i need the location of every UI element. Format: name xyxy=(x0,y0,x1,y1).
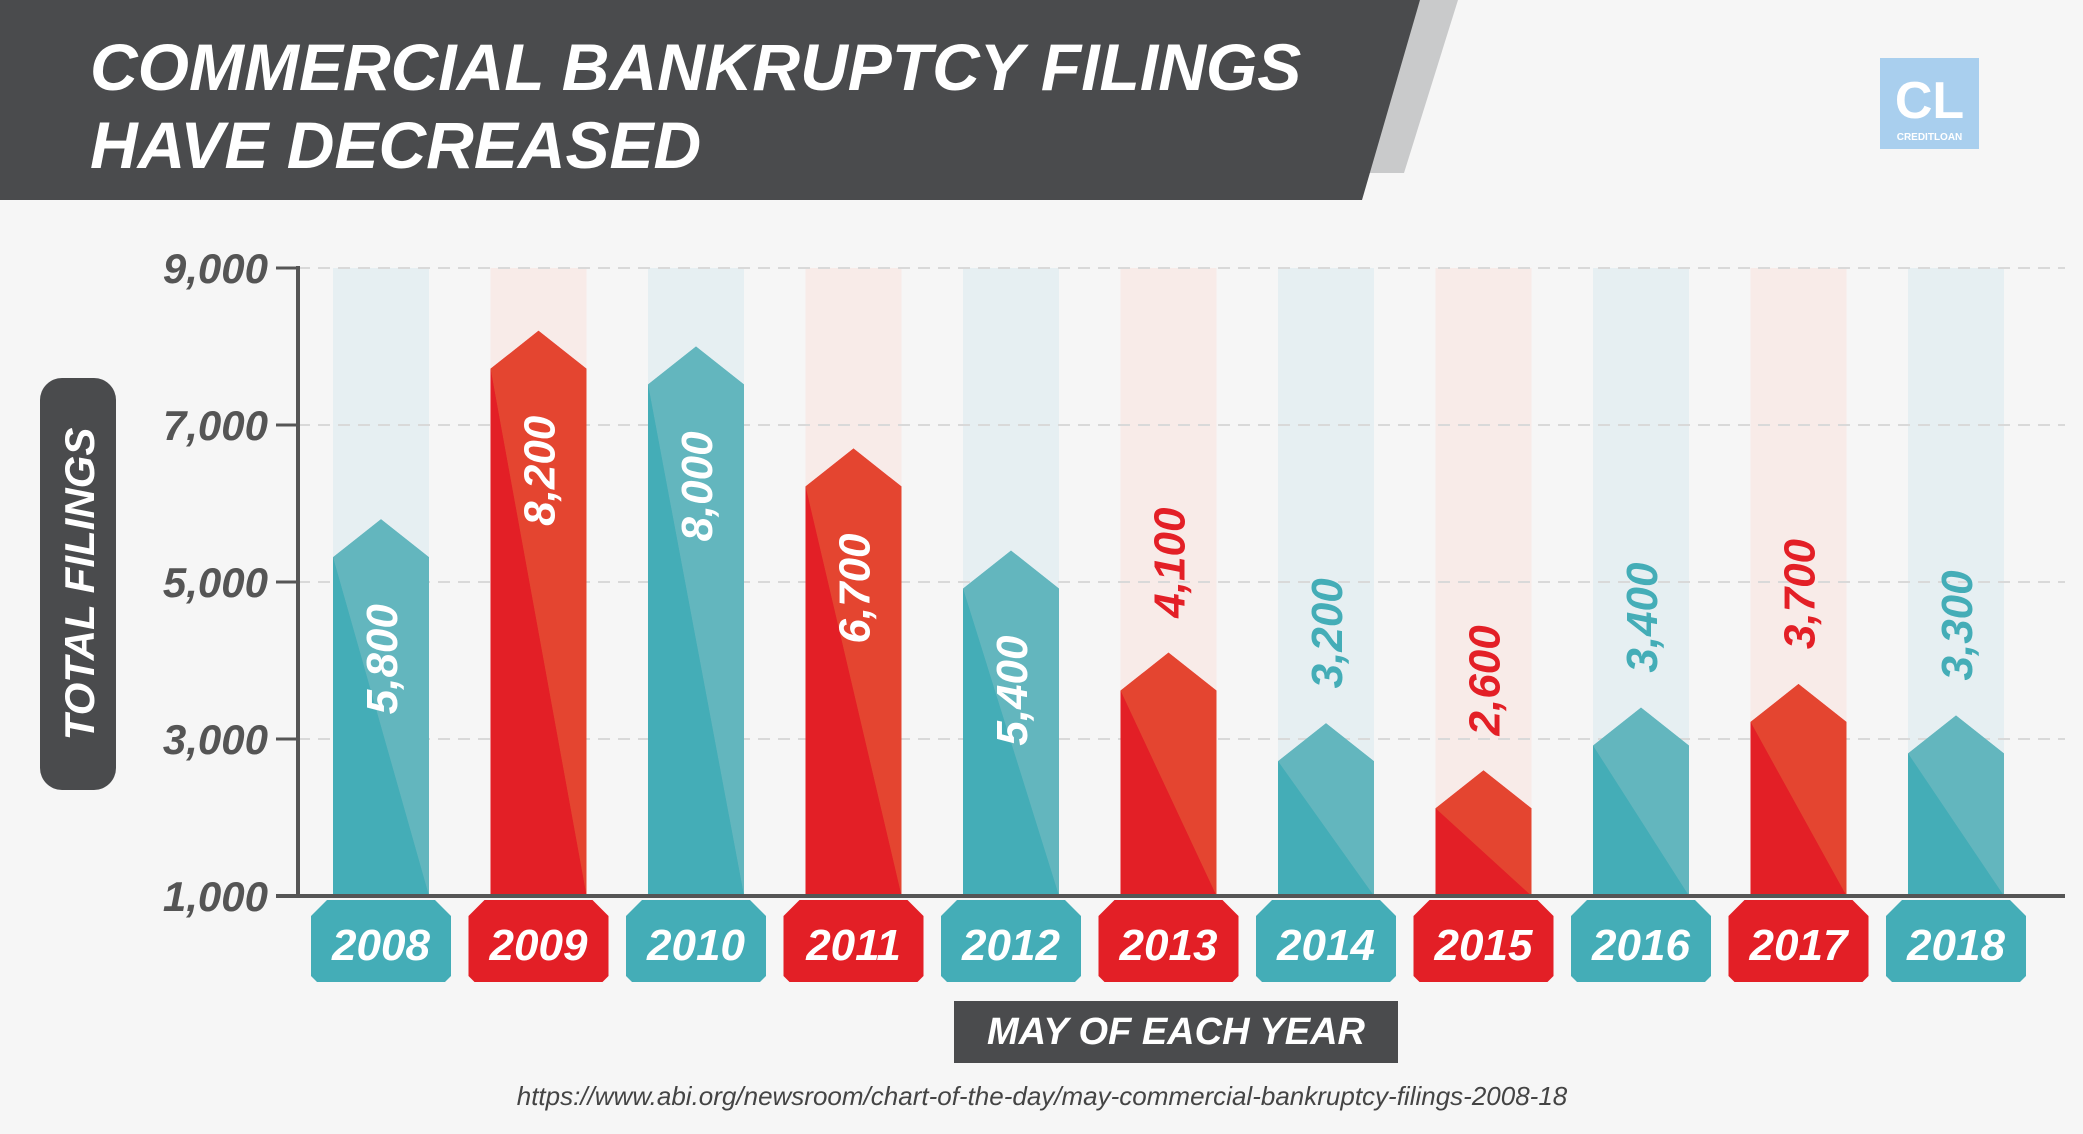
x-tick-label-2018: 2018 xyxy=(1906,921,2005,970)
bar-shade-2012 xyxy=(963,588,1059,896)
bar-highlight-2017 xyxy=(1750,684,1847,896)
x-tag-2018 xyxy=(1886,900,2026,982)
axes xyxy=(276,266,2065,898)
bar-shade-2013 xyxy=(1120,690,1217,896)
bar-shade-2014 xyxy=(1278,761,1374,896)
bars: 5,800 8,200 8,000 6,700 5,400 4,100 3,200 2,600… xyxy=(333,330,2004,896)
y-tick-label: 9,000 xyxy=(163,245,268,292)
bar-shade-2015 xyxy=(1435,808,1532,896)
bar-shade-2018 xyxy=(1908,753,2004,896)
x-tick-label-2010: 2010 xyxy=(646,921,745,970)
x-tick-label-2009: 2009 xyxy=(489,921,588,970)
y-tick-label: 7,000 xyxy=(163,402,268,449)
bar-value-label-2012: 5,400 xyxy=(988,635,1037,746)
bar-highlight-2018 xyxy=(1908,715,2004,896)
x-tag-2010 xyxy=(626,900,766,982)
bar-shade-2010 xyxy=(648,384,744,896)
x-axis-label-box xyxy=(954,1001,1398,1063)
x-tag-2012 xyxy=(941,900,1081,982)
bar-highlight-2011 xyxy=(805,448,902,896)
bar-highlight-2014 xyxy=(1278,723,1374,896)
bar-shade-2009 xyxy=(490,368,587,896)
y-tick-label: 1,000 xyxy=(163,873,268,920)
x-tag-2011 xyxy=(783,900,924,982)
bar-highlight-2008 xyxy=(333,519,429,896)
x-tick-label-2016: 2016 xyxy=(1591,921,1690,970)
header-accent xyxy=(1366,0,1458,173)
bar-shade-2008 xyxy=(333,557,429,896)
bar-value-label-2017: 3,700 xyxy=(1776,538,1825,649)
bar-shade-2016 xyxy=(1593,745,1689,896)
bar-value-label-2015: 2,600 xyxy=(1461,625,1510,737)
bar-value-label-2013: 4,100 xyxy=(1146,507,1195,619)
bar-value-label-2008: 5,800 xyxy=(358,604,407,715)
x-tick-label-2014: 2014 xyxy=(1276,921,1375,970)
x-axis-label: MAY OF EACH YEAR xyxy=(987,1011,1365,1053)
bar-shade-2011 xyxy=(805,486,902,896)
logo-box xyxy=(1880,58,1979,149)
logo-brand: CREDITLOAN xyxy=(1897,132,1963,143)
x-tag-2015 xyxy=(1413,900,1554,982)
x-tick-label-2011: 2011 xyxy=(805,921,901,970)
bar-highlight-2009 xyxy=(490,330,587,896)
bar-value-label-2018: 3,300 xyxy=(1933,570,1982,681)
x-tick-label-2008: 2008 xyxy=(331,921,430,970)
bar-shade-2017 xyxy=(1750,722,1847,896)
header-title-line2: HAVE DECREASED xyxy=(90,108,701,182)
bar-highlight-2015 xyxy=(1435,770,1532,896)
bar-highlight-2012 xyxy=(963,550,1059,896)
bar-value-label-2009: 8,200 xyxy=(516,415,565,526)
x-tag-2008 xyxy=(311,900,451,982)
x-tick-label-2015: 2015 xyxy=(1434,921,1533,970)
bar-value-label-2010: 8,000 xyxy=(673,431,722,542)
x-tag-2014 xyxy=(1256,900,1396,982)
logo-letters: CL xyxy=(1895,72,1964,130)
x-tick-label-2013: 2013 xyxy=(1119,921,1218,970)
bar-value-label-2014: 3,200 xyxy=(1303,578,1352,689)
source-url: https://www.abi.org/newsroom/chart-of-th… xyxy=(517,1081,1568,1111)
bar-highlight-2013 xyxy=(1120,652,1217,896)
header-title-line1: COMMERCIAL BANKRUPTCY FILINGS xyxy=(90,30,1301,104)
x-tag-2017 xyxy=(1728,900,1869,982)
x-tick-label-2017: 2017 xyxy=(1749,921,1850,970)
x-tag-2016 xyxy=(1571,900,1711,982)
bar-value-label-2011: 6,700 xyxy=(831,533,880,644)
x-tick-labels: 2008 2009 2010 2011 2012 2013 2014 2015 2016 2017… xyxy=(311,900,2026,982)
bar-highlight-2016 xyxy=(1593,707,1689,896)
bar-highlight-2010 xyxy=(648,346,744,896)
y-axis-label-pill xyxy=(40,378,116,790)
y-tick-labels: 1,000 3,000 5,000 7,000 9,000 xyxy=(163,245,268,920)
x-tick-label-2012: 2012 xyxy=(961,921,1060,970)
header-banner xyxy=(0,0,1420,200)
bar-value-label-2016: 3,400 xyxy=(1618,562,1667,673)
y-tick-label: 5,000 xyxy=(163,559,268,606)
y-axis-label: TOTAL FILINGS xyxy=(56,428,103,741)
x-tag-2013 xyxy=(1098,900,1239,982)
y-tick-label: 3,000 xyxy=(163,716,268,763)
x-tag-2009 xyxy=(468,900,609,982)
